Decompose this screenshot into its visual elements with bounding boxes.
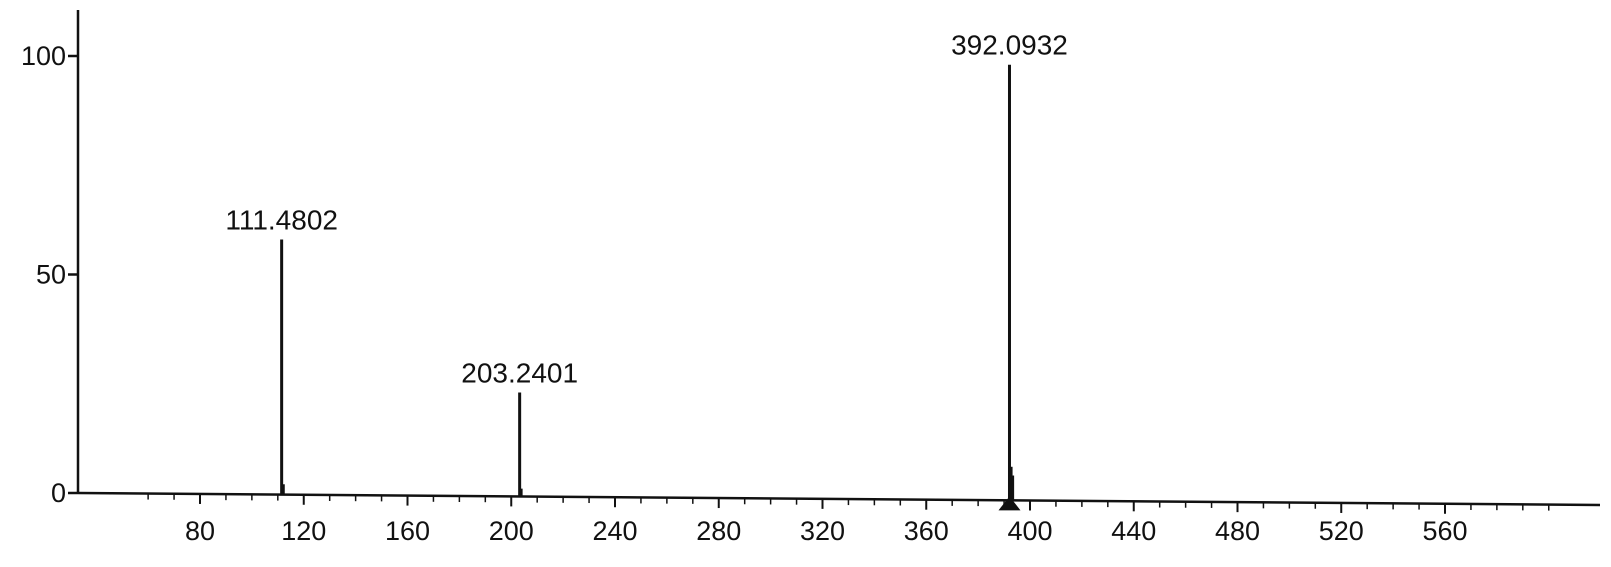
x-tick-label: 520 — [1319, 516, 1364, 546]
x-axis-line — [77, 491, 1601, 507]
x-tick-label: 160 — [385, 516, 430, 546]
y-tick-label: 0 — [51, 478, 66, 508]
x-tick-label: 360 — [904, 516, 949, 546]
peak-label: 203.2401 — [461, 357, 578, 388]
x-tick-label: 560 — [1422, 516, 1467, 546]
base-peak-marker — [998, 496, 1021, 511]
x-tick-label: 280 — [696, 516, 741, 546]
peak-labels: 111.4802 203.2401 392.0932 — [225, 30, 1068, 389]
x-tick-label: 400 — [1007, 516, 1052, 546]
x-tick-label: 440 — [1111, 516, 1156, 546]
spectrum-peaks — [280, 64, 1021, 511]
x-tick-label: 80 — [185, 516, 215, 546]
x-tick-label: 200 — [489, 516, 534, 546]
peak-label: 111.4802 — [225, 205, 338, 236]
peak-label: 392.0932 — [951, 30, 1068, 61]
x-tick-label: 480 — [1215, 516, 1260, 546]
x-tick-label: 320 — [800, 516, 845, 546]
axes — [76, 10, 1601, 507]
y-tick-label: 100 — [21, 41, 66, 71]
x-tick-label: 240 — [592, 516, 637, 546]
y-tick-label: 50 — [36, 260, 66, 290]
x-tick-label: 120 — [281, 516, 326, 546]
axis-ticks: 0 50 100 80 120 160 200 240 280 320 360 400 440 480 52… — [21, 41, 1550, 546]
